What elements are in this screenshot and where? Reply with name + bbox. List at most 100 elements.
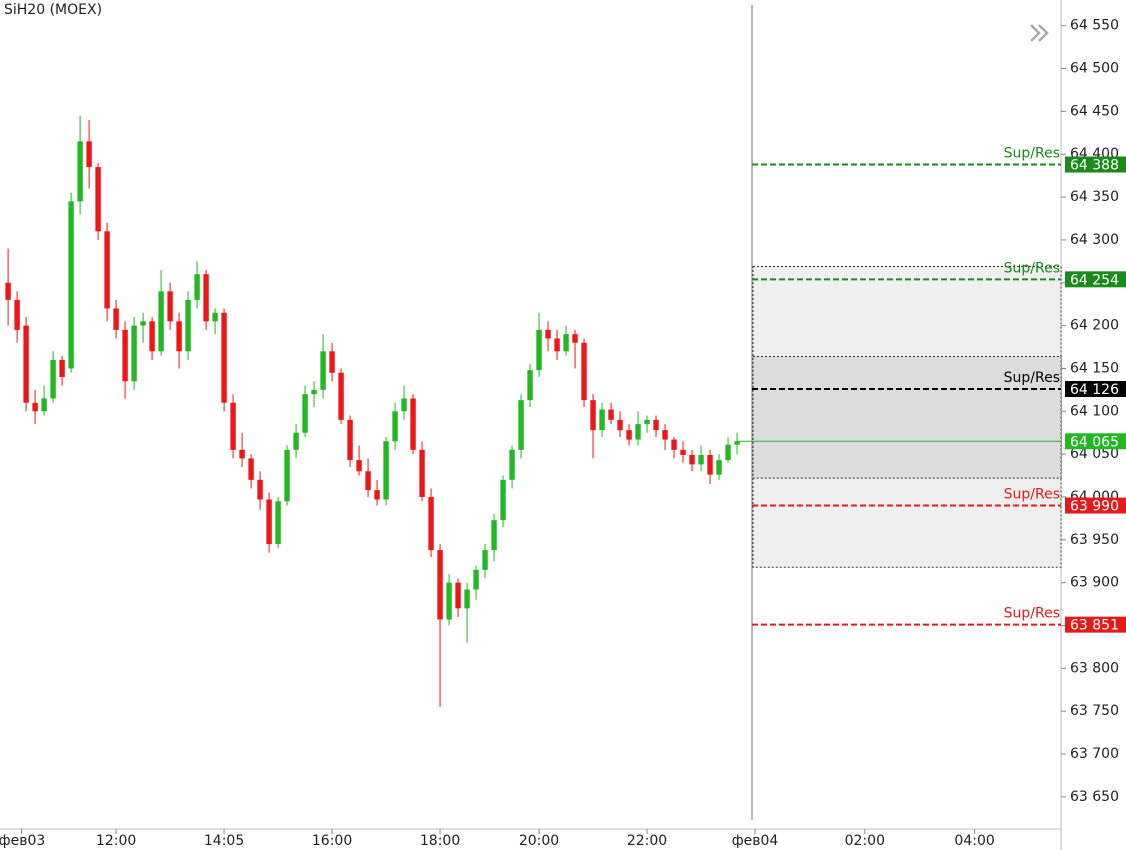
candle-body <box>707 454 713 475</box>
x-tick-label: 14:05 <box>204 833 244 849</box>
candle-body <box>365 471 371 491</box>
candle-body <box>167 291 173 322</box>
candle-body <box>608 409 614 420</box>
candle-body <box>626 430 632 440</box>
y-tick-label: 64 300 <box>1070 232 1119 248</box>
candle-body <box>572 334 578 343</box>
candle-body <box>50 359 56 399</box>
candle-body <box>635 424 641 440</box>
y-tick-label: 63 650 <box>1070 789 1119 805</box>
candle-body <box>329 351 335 373</box>
candle-body <box>347 419 353 461</box>
candle-body <box>644 419 650 425</box>
candle-body <box>95 167 101 232</box>
last-price-tag-label: 64 065 <box>1070 434 1119 450</box>
y-tick-label: 63 750 <box>1070 703 1119 719</box>
candle-body <box>446 582 452 620</box>
candle-body <box>176 321 182 352</box>
x-tick-label: 12:00 <box>96 833 136 849</box>
candle-body <box>194 274 200 300</box>
candle-body <box>311 389 317 395</box>
level-label: Sup/Res <box>1004 146 1060 162</box>
candle-body <box>716 460 722 475</box>
candle-body <box>104 231 110 309</box>
candle-body <box>122 329 128 382</box>
level-tag <box>1065 156 1126 173</box>
candle-body <box>527 370 533 401</box>
level-tag-label: 64 388 <box>1070 158 1119 174</box>
x-tick-label: 16:00 <box>312 833 352 849</box>
candle-body <box>131 325 137 382</box>
candle-body <box>158 291 164 352</box>
y-tick-label: 63 700 <box>1070 746 1119 762</box>
candle-body <box>725 444 731 461</box>
x-tick-label: 20:00 <box>519 833 559 849</box>
candle-body <box>590 400 596 431</box>
x-tick-label: 18:00 <box>420 833 460 849</box>
candle-body <box>320 351 326 390</box>
level-tag-label: 63 990 <box>1070 499 1119 515</box>
candle-body <box>293 432 299 450</box>
candle-body <box>68 201 74 369</box>
candle-body <box>113 308 119 330</box>
candle-body <box>653 419 659 431</box>
candle-body <box>473 569 479 590</box>
level-tag-label: 64 254 <box>1070 272 1119 288</box>
y-tick-label: 64 200 <box>1070 318 1119 334</box>
candle-body <box>140 321 146 326</box>
level-tag-label: 63 851 <box>1070 618 1119 634</box>
candle-body <box>284 449 290 502</box>
candle-body <box>248 458 254 480</box>
candle-body <box>689 454 695 465</box>
y-tick-label: 63 950 <box>1070 532 1119 548</box>
candle-body <box>338 372 344 420</box>
candle-body <box>32 402 38 412</box>
candle-body <box>212 312 218 322</box>
candle-body <box>23 325 29 403</box>
level-tag <box>1065 616 1126 633</box>
y-tick-label: 64 150 <box>1070 360 1119 376</box>
y-tick-label: 64 050 <box>1070 446 1119 462</box>
level-tag <box>1065 271 1126 288</box>
candle-body <box>437 550 443 620</box>
level-label: Sup/Res <box>1004 260 1060 276</box>
candle-body <box>41 398 47 412</box>
level-label: Sup/Res <box>1004 487 1060 503</box>
candle-body <box>554 338 560 352</box>
candle-body <box>383 441 389 500</box>
level-label: Sup/Res <box>1004 606 1060 622</box>
candle-body <box>563 334 569 352</box>
candle-body <box>275 501 281 545</box>
candle-body <box>221 312 227 403</box>
candle-body <box>599 409 605 431</box>
candle-body <box>581 342 587 401</box>
candle-body <box>680 449 686 455</box>
candle-body <box>5 282 11 300</box>
candle-body <box>536 329 542 371</box>
level-tag <box>1065 497 1126 514</box>
candle-body <box>356 460 362 472</box>
candle-body <box>509 449 515 480</box>
candle-body <box>662 430 668 440</box>
candle-body <box>464 589 470 609</box>
candle-body <box>401 398 407 412</box>
x-tick-label: фев03 <box>0 833 45 849</box>
candle-body <box>77 141 83 202</box>
x-tick-label: 22:00 <box>627 833 667 849</box>
candle-body <box>518 400 524 450</box>
candle-body <box>374 490 380 500</box>
scroll-forward-icon[interactable] <box>1030 24 1049 42</box>
y-tick-label: 63 800 <box>1070 660 1119 676</box>
candle-body <box>419 449 425 497</box>
candle-body <box>149 321 155 352</box>
x-tick-label: 02:00 <box>845 833 885 849</box>
y-tick-label: 64 350 <box>1070 189 1119 205</box>
candle-body <box>455 582 461 609</box>
y-tick-label: 64 450 <box>1070 103 1119 119</box>
x-tick-label: 04:00 <box>954 833 994 849</box>
candle-body <box>428 496 434 551</box>
candle-body <box>482 550 488 570</box>
y-tick-label: 63 900 <box>1070 575 1119 591</box>
candle-body <box>257 479 263 500</box>
